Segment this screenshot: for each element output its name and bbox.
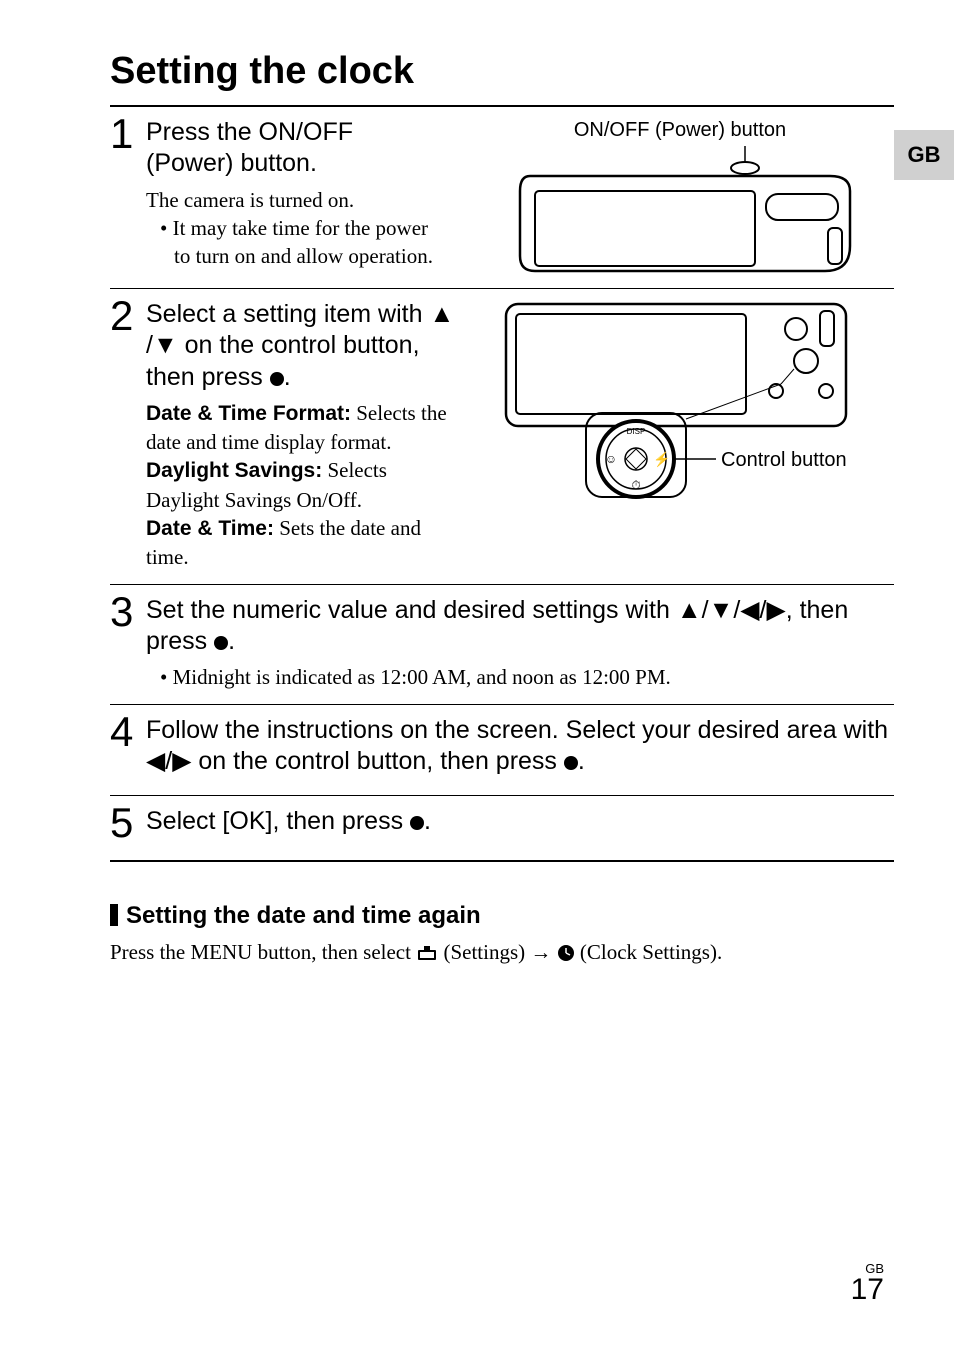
camera-top-illustration [490,146,870,276]
text: Follow the instructions on the screen. S… [146,716,888,744]
text: Set the numeric value and desired settin… [146,596,677,624]
page-footer: GB 17 [851,1262,884,1305]
text: (Clock Settings). [575,940,723,964]
text: Select [OK], then press [146,807,410,835]
svg-text:☺: ☺ [605,452,617,466]
center-button-icon [214,636,228,650]
left-icon: ◀ [146,746,165,777]
up-icon: ▲ [677,595,702,626]
label: Daylight Savings: [146,459,322,482]
clock-icon [557,944,575,962]
center-button-icon [410,816,424,830]
step-1-callout: ON/OFF (Power) button [466,117,894,144]
step-2: 2 Select a setting item with ▲/▼ on the … [110,289,894,584]
svg-text:DISP: DISP [627,427,646,436]
center-button-icon [564,756,578,770]
down-icon: ▼ [709,595,734,626]
setting-item: Date & Time Format: Selects the date and… [146,399,456,457]
step-2-callout: Control button [721,447,847,474]
svg-text:⚡: ⚡ [653,451,670,468]
center-button-icon [270,372,284,386]
settings-icon [416,944,438,962]
text: . [284,363,291,391]
text: (Settings) [438,940,530,964]
right-icon: ▶ [766,595,785,626]
label: Date & Time Format: [146,402,351,425]
step-number: 1 [110,113,146,155]
step-number: 4 [110,711,146,753]
page-title: Setting the clock [110,50,894,93]
setting-item: Date & Time: Sets the date and time. [146,514,456,572]
step-5: 5 Select [OK], then press . [110,796,894,856]
step-4-heading: Follow the instructions on the screen. S… [146,715,894,778]
text: . [578,747,585,775]
page-number: 17 [851,1273,884,1306]
step-3-bullet: Midnight is indicated as 12:00 AM, and n… [160,663,894,691]
step-1-bullet: It may take time for the power to turn o… [160,214,446,271]
step-2-heading: Select a setting item with ▲/▼ on the co… [146,299,456,393]
step-5-heading: Select [OK], then press . [146,806,894,837]
arrow-icon: → [530,940,551,964]
right-icon: ▶ [172,746,191,777]
step-3: 3 Set the numeric value and desired sett… [110,585,894,704]
left-icon: ◀ [740,595,759,626]
step-number: 5 [110,802,146,844]
text: . [228,627,235,655]
step-1-heading: Press the ON/OFF (Power) button. [146,117,446,180]
subsection-heading: Setting the date and time again [110,902,894,930]
text: . [424,807,431,835]
step-1: 1 Press the ON/OFF (Power) button. The c… [110,107,894,288]
step-4: 4 Follow the instructions on the screen.… [110,705,894,796]
step-number: 2 [110,295,146,337]
label: Date & Time: [146,517,274,540]
region-tab: GB [894,130,954,180]
up-icon: ▲ [429,299,454,330]
text: Select a setting item with [146,300,429,328]
svg-text:⏱: ⏱ [631,478,640,492]
down-icon: ▼ [153,330,178,361]
setting-item: Daylight Savings: Selects Daylight Savin… [146,456,456,514]
step-number: 3 [110,591,146,633]
step-1-desc: The camera is turned on. [146,186,446,214]
subsection-text: Press the MENU button, then select (Sett… [110,938,894,967]
text: Press the MENU button, then select [110,940,416,964]
text: on the control button, then press [191,747,563,775]
step-3-heading: Set the numeric value and desired settin… [146,595,894,658]
divider [110,860,894,862]
